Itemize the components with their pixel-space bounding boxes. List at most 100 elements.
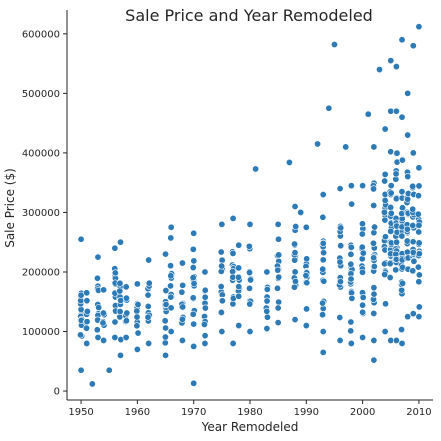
data-point (77, 366, 85, 374)
data-point (319, 348, 327, 356)
data-point (314, 140, 322, 148)
data-point (178, 288, 186, 296)
data-point (303, 279, 311, 287)
data-point (381, 233, 389, 241)
data-point (358, 230, 366, 238)
y-tick-label: 400000 (22, 148, 60, 159)
data-point (190, 229, 198, 237)
data-point (245, 242, 253, 250)
data-point (162, 300, 170, 308)
data-point (100, 286, 108, 294)
data-point (167, 328, 175, 336)
data-point (347, 260, 355, 268)
data-point (178, 336, 186, 344)
x-tick-label: 2010 (406, 407, 431, 418)
data-point (189, 310, 197, 318)
data-point (297, 208, 305, 216)
data-point (342, 143, 350, 151)
data-point (370, 185, 378, 193)
data-point (134, 301, 142, 309)
data-point (403, 225, 411, 233)
data-point (95, 304, 103, 312)
data-point (77, 235, 85, 243)
data-point (359, 333, 367, 341)
data-point (398, 232, 406, 240)
data-point (319, 328, 327, 336)
data-point (320, 277, 328, 285)
data-point (392, 170, 400, 178)
data-point (83, 339, 91, 347)
data-point (275, 235, 283, 243)
data-point (116, 287, 124, 295)
data-point (162, 324, 170, 332)
data-point (399, 279, 407, 287)
x-tick-label: 1950 (68, 407, 93, 418)
data-point (404, 131, 412, 139)
data-point (189, 294, 197, 302)
data-point (133, 345, 141, 353)
y-tick-label: 0 (54, 387, 60, 398)
y-tick-label: 200000 (22, 267, 60, 278)
data-point (263, 307, 271, 315)
data-point (398, 156, 406, 164)
data-point (116, 238, 124, 246)
data-point (370, 143, 378, 151)
data-point (116, 279, 124, 287)
x-tick-label: 1990 (294, 407, 319, 418)
data-point (263, 285, 271, 293)
data-point (247, 276, 255, 284)
data-point (122, 317, 130, 325)
data-point (415, 192, 423, 200)
data-point (370, 290, 378, 298)
data-point (347, 250, 355, 258)
data-point (381, 328, 389, 336)
data-point (122, 294, 130, 302)
data-point (200, 320, 208, 328)
points-layer (77, 23, 423, 388)
data-point (235, 283, 243, 291)
data-point (387, 57, 395, 65)
data-point (83, 289, 91, 297)
data-point (178, 315, 186, 323)
data-point (359, 268, 367, 276)
data-point (409, 42, 417, 50)
data-point (359, 249, 367, 257)
data-point (381, 216, 389, 224)
data-point (347, 318, 355, 326)
data-point (381, 125, 389, 133)
data-point (133, 322, 141, 330)
data-point (162, 351, 170, 359)
data-point (380, 208, 388, 216)
data-point (111, 244, 119, 252)
data-point (178, 259, 186, 267)
data-point (252, 165, 260, 173)
data-point (93, 274, 101, 282)
data-point (99, 309, 107, 317)
data-point (370, 309, 378, 317)
data-point (235, 292, 243, 300)
data-point (94, 333, 102, 341)
data-point (336, 258, 344, 266)
data-point (319, 239, 327, 247)
chart-title: Sale Price and Year Remodeled (125, 6, 373, 25)
data-point (189, 264, 197, 272)
data-point (386, 260, 394, 268)
data-point (83, 324, 91, 332)
data-point (133, 307, 141, 315)
data-point (302, 322, 310, 330)
data-point (144, 291, 152, 299)
data-point (398, 113, 406, 121)
data-point (116, 308, 124, 316)
data-point (319, 299, 327, 307)
data-point (393, 238, 401, 246)
data-point (358, 255, 366, 263)
data-point (105, 366, 113, 374)
data-point (336, 278, 344, 286)
data-point (415, 228, 423, 236)
data-point (145, 279, 153, 287)
data-point (392, 336, 400, 344)
data-point (217, 283, 225, 291)
data-point (167, 262, 175, 270)
data-point (167, 223, 175, 231)
data-point (319, 311, 327, 319)
